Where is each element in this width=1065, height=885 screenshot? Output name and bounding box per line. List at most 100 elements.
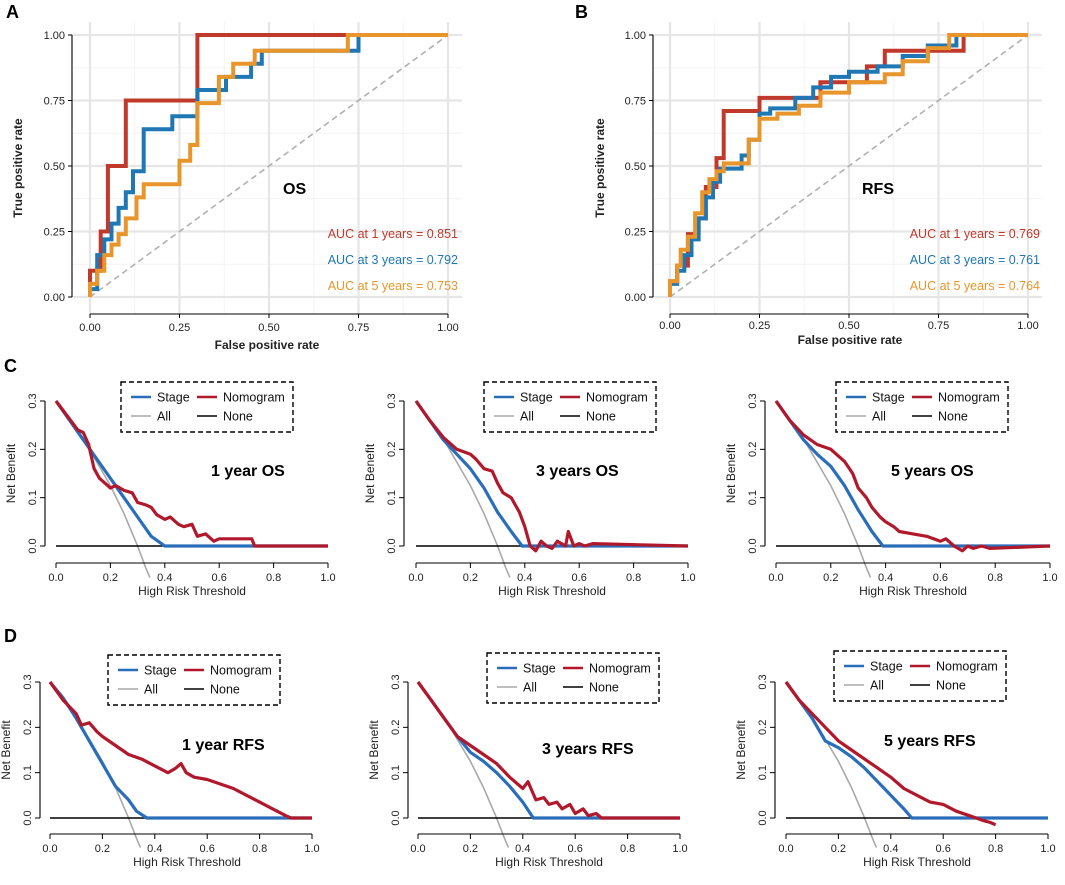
x-tick-label: 0.8	[620, 843, 635, 855]
chart-annotation: 3 years RFS	[542, 741, 634, 758]
legend-label-stage: Stage	[157, 391, 190, 405]
y-tick-label: 0.0	[386, 538, 398, 553]
legend-box	[483, 381, 657, 433]
x-tick-label: 0.0	[48, 572, 63, 584]
y-tick-label: 0.2	[757, 720, 769, 735]
dca-series-all	[775, 400, 872, 578]
y-tick-label: 0.3	[390, 674, 402, 689]
y-tick-label: 0.1	[390, 765, 402, 780]
chart-annotation: 1 year OS	[211, 463, 285, 480]
x-tick-label: 0.4	[515, 843, 530, 855]
legend-auc-5-years: AUC at 5 years = 0.753	[328, 279, 458, 293]
x-tick-label: 0.00	[659, 320, 680, 332]
series-layer	[784, 681, 1048, 848]
y-axis-label: Net Benefit	[363, 443, 377, 503]
legend-box	[833, 650, 1007, 702]
chart-annotation: 5 years OS	[891, 463, 974, 480]
x-tick-label: 0.6	[200, 843, 215, 855]
x-tick-label: 0.25	[169, 322, 190, 334]
x-tick-label: 0.8	[988, 843, 1003, 855]
legend-label-none: None	[210, 683, 240, 697]
chart-annotation: 1 year RFS	[182, 737, 265, 754]
x-axis-label: False positive rate	[215, 338, 320, 352]
dca-series-all	[415, 400, 511, 578]
x-tick-label: 0.50	[258, 322, 279, 334]
series-layer	[414, 400, 689, 578]
x-tick-label: 0.8	[988, 572, 1003, 584]
legend-label-none: None	[223, 410, 253, 424]
y-axis-label: Net Benefit	[0, 720, 13, 780]
legend-label-stage: Stage	[520, 391, 553, 405]
legend-label-stage: Stage	[872, 391, 905, 405]
dca-series-nomogram	[774, 400, 1051, 553]
legend-box	[107, 654, 281, 706]
x-tick-label: 0.4	[517, 572, 532, 584]
x-tick-label: 0.2	[463, 572, 478, 584]
legend-label-none: None	[586, 410, 616, 424]
reference-diagonal	[89, 34, 449, 298]
series-layer	[774, 400, 1051, 578]
legend-label-all: All	[523, 681, 537, 695]
x-tick-label: 0.6	[212, 572, 227, 584]
chart-annotation: 3 years OS	[536, 463, 619, 480]
y-tick-label: 0.75	[44, 96, 65, 108]
dca-legend: Stage Nomogram All None	[833, 650, 1007, 702]
x-tick-label: 0.2	[103, 572, 118, 584]
x-tick-label: 1.00	[1017, 320, 1038, 332]
roc-series-1-year	[88, 33, 448, 297]
legend-auc-3-years: AUC at 3 years = 0.761	[910, 253, 1040, 267]
legend-label-all: All	[520, 410, 534, 424]
x-tick-label: 0.0	[42, 843, 57, 855]
x-tick-label: 0.0	[778, 843, 793, 855]
panel-letter-d: D	[4, 626, 17, 646]
x-tick-label: 0.4	[147, 843, 162, 855]
x-axis-label: False positive rate	[798, 333, 903, 347]
x-tick-label: 0.2	[463, 843, 478, 855]
legend-auc-1-year: AUC at 1 years = 0.769	[910, 227, 1040, 241]
dca-series-nomogram	[784, 681, 997, 827]
x-tick-label: 0.6	[936, 843, 951, 855]
dca-series-stage	[774, 400, 1050, 548]
y-tick-label: 0.3	[747, 393, 759, 408]
x-tick-label: 0.8	[252, 843, 267, 855]
panel-letter-a: A	[6, 2, 19, 22]
x-tick-label: 1.0	[304, 843, 319, 855]
legend-auc-5-years: AUC at 5 years = 0.764	[910, 279, 1040, 293]
y-tick-label: 0.1	[747, 490, 759, 505]
legend-label-nomogram: Nomogram	[210, 664, 272, 678]
y-axis-label: Net Benefit	[734, 720, 748, 780]
legend-label-stage: Stage	[870, 660, 903, 674]
legend-box	[486, 652, 660, 704]
legend-label-nomogram: Nomogram	[223, 391, 285, 405]
x-tick-label: 0.00	[79, 322, 100, 334]
axes: 0.0 0.2 0.4 0.6 0.8 1.0 0.0 0.1 0.2 0.3	[22, 674, 320, 855]
y-tick-label: 0.3	[27, 393, 39, 408]
dca-chart-3-years-rfs: 0.0 0.2 0.4 0.6 0.8 1.0 0.0 0.1 0.2 0.3 High Risk …	[367, 652, 688, 869]
x-tick-label: 1.0	[680, 572, 695, 584]
roc-series-5-years	[668, 33, 1028, 297]
x-tick-label: 0.6	[568, 843, 583, 855]
x-tick-label: 1.00	[437, 322, 458, 334]
legend-label-nomogram: Nomogram	[936, 660, 998, 674]
y-tick-label: 0.25	[625, 227, 646, 239]
x-tick-label: 1.0	[320, 572, 335, 584]
axes: 0.0 0.2 0.4 0.6 0.8 1.0 0.0 0.1 0.2 0.3	[386, 393, 696, 584]
x-tick-label: 0.2	[823, 572, 838, 584]
legend-label-none: None	[936, 679, 966, 693]
dca-series-stage	[784, 681, 1048, 820]
x-axis-label: High Risk Threshold	[863, 855, 971, 869]
x-tick-label: 1.0	[672, 843, 687, 855]
legend-label-all: All	[872, 410, 886, 424]
x-tick-label: 0.6	[572, 572, 587, 584]
y-tick-label: 0.1	[22, 765, 34, 780]
legend-label-nomogram: Nomogram	[589, 662, 651, 676]
legend-label-nomogram: Nomogram	[938, 391, 1000, 405]
annotation-os: OS	[283, 181, 306, 198]
y-tick-label: 0.3	[386, 393, 398, 408]
y-tick-label: 0.2	[390, 720, 402, 735]
x-tick-label: 0.0	[768, 572, 783, 584]
y-axis-label: True positive rate	[593, 118, 607, 218]
legend-label-none: None	[938, 410, 968, 424]
y-axis-label: Net Benefit	[367, 720, 381, 780]
y-tick-label: 0.1	[27, 490, 39, 505]
